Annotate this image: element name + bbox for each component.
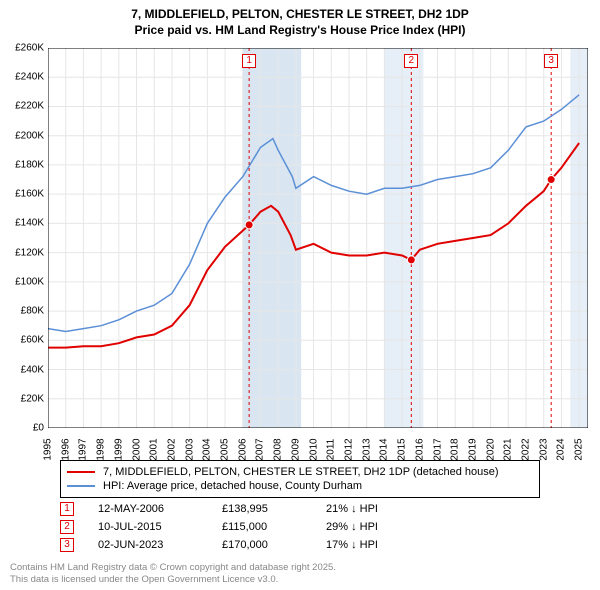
y-tick-label: £40K: [4, 364, 44, 375]
x-tick-label: 2018: [450, 438, 461, 460]
x-tick-label: 1997: [78, 438, 89, 460]
x-tick-label: 2020: [485, 438, 496, 460]
x-tick-label: 2004: [202, 438, 213, 460]
legend-swatch: [67, 471, 95, 473]
sale-row-1: 1 12-MAY-2006 £138,995 21% ↓ HPI: [60, 500, 426, 518]
legend-label: HPI: Average price, detached house, Coun…: [103, 480, 362, 492]
x-tick-label: 2014: [379, 438, 390, 460]
x-tick-label: 2021: [503, 438, 514, 460]
y-tick-label: £80K: [4, 306, 44, 317]
y-tick-label: £0: [4, 423, 44, 434]
x-tick-label: 2012: [343, 438, 354, 460]
x-tick-label: 2022: [521, 438, 532, 460]
legend-row: HPI: Average price, detached house, Coun…: [67, 479, 533, 493]
sale-marker-box: 3: [60, 538, 74, 552]
sale-row-2: 2 10-JUL-2015 £115,000 29% ↓ HPI: [60, 518, 426, 536]
sale-diff: 21% ↓ HPI: [326, 503, 426, 515]
title-block: 7, MIDDLEFIELD, PELTON, CHESTER LE STREE…: [0, 0, 600, 42]
sales-table: 1 12-MAY-2006 £138,995 21% ↓ HPI 2 10-JUL-201…: [60, 500, 426, 554]
x-tick-label: 2003: [184, 438, 195, 460]
x-tick-label: 2001: [149, 438, 160, 460]
x-tick-label: 1999: [113, 438, 124, 460]
chart-container: 7, MIDDLEFIELD, PELTON, CHESTER LE STREE…: [0, 0, 600, 590]
title-line-1: 7, MIDDLEFIELD, PELTON, CHESTER LE STREE…: [10, 6, 590, 22]
sale-marker-label-2: 2: [404, 54, 418, 68]
x-tick-label: 2023: [538, 438, 549, 460]
x-tick-label: 2016: [414, 438, 425, 460]
x-tick-label: 2009: [290, 438, 301, 460]
x-tick-label: 2011: [326, 439, 337, 461]
sale-marker-box: 1: [60, 502, 74, 516]
x-tick-label: 2024: [556, 438, 567, 460]
sale-diff: 17% ↓ HPI: [326, 539, 426, 551]
y-tick-label: £60K: [4, 335, 44, 346]
x-tick-label: 2025: [574, 438, 585, 460]
y-tick-label: £160K: [4, 189, 44, 200]
sale-date: 02-JUN-2023: [98, 539, 198, 551]
sale-price: £170,000: [222, 539, 302, 551]
y-tick-label: £180K: [4, 159, 44, 170]
x-tick-label: 2013: [361, 438, 372, 460]
sale-marker-label-3: 3: [544, 54, 558, 68]
y-tick-label: £240K: [4, 72, 44, 83]
y-tick-label: £220K: [4, 101, 44, 112]
x-tick-label: 2015: [397, 438, 408, 460]
y-tick-label: £20K: [4, 393, 44, 404]
footer-line-2: This data is licensed under the Open Gov…: [10, 574, 336, 586]
x-tick-label: 2005: [220, 438, 231, 460]
x-tick-label: 2006: [237, 438, 248, 460]
sale-date: 12-MAY-2006: [98, 503, 198, 515]
chart-area: £0£20K£40K£60K£80K£100K£120K£140K£160K£1…: [48, 48, 588, 428]
sale-price: £115,000: [222, 521, 302, 533]
x-tick-label: 1998: [96, 438, 107, 460]
y-tick-label: £120K: [4, 247, 44, 258]
y-tick-label: £100K: [4, 276, 44, 287]
x-tick-label: 1996: [60, 438, 71, 460]
plot-svg: [48, 48, 588, 428]
x-tick-label: 2017: [432, 438, 443, 460]
legend-box: 7, MIDDLEFIELD, PELTON, CHESTER LE STREE…: [60, 460, 540, 498]
legend-row: 7, MIDDLEFIELD, PELTON, CHESTER LE STREE…: [67, 465, 533, 479]
x-tick-label: 2007: [255, 438, 266, 460]
x-tick-label: 2010: [308, 438, 319, 460]
sale-diff: 29% ↓ HPI: [326, 521, 426, 533]
x-tick-label: 2002: [166, 438, 177, 460]
sale-marker-box: 2: [60, 520, 74, 534]
legend-swatch: [67, 485, 95, 487]
y-tick-label: £260K: [4, 43, 44, 54]
sale-date: 10-JUL-2015: [98, 521, 198, 533]
y-tick-label: £140K: [4, 218, 44, 229]
sale-marker-label-1: 1: [242, 54, 256, 68]
legend-label: 7, MIDDLEFIELD, PELTON, CHESTER LE STREE…: [103, 466, 499, 478]
sale-row-3: 3 02-JUN-2023 £170,000 17% ↓ HPI: [60, 536, 426, 554]
footer-line-1: Contains HM Land Registry data © Crown c…: [10, 562, 336, 574]
footer: Contains HM Land Registry data © Crown c…: [10, 562, 336, 586]
x-tick-label: 2008: [273, 438, 284, 460]
y-tick-label: £200K: [4, 130, 44, 141]
x-tick-label: 2000: [131, 438, 142, 460]
x-tick-label: 2019: [467, 438, 478, 460]
sale-price: £138,995: [222, 503, 302, 515]
x-tick-label: 1995: [43, 438, 54, 460]
title-line-2: Price paid vs. HM Land Registry's House …: [10, 22, 590, 38]
